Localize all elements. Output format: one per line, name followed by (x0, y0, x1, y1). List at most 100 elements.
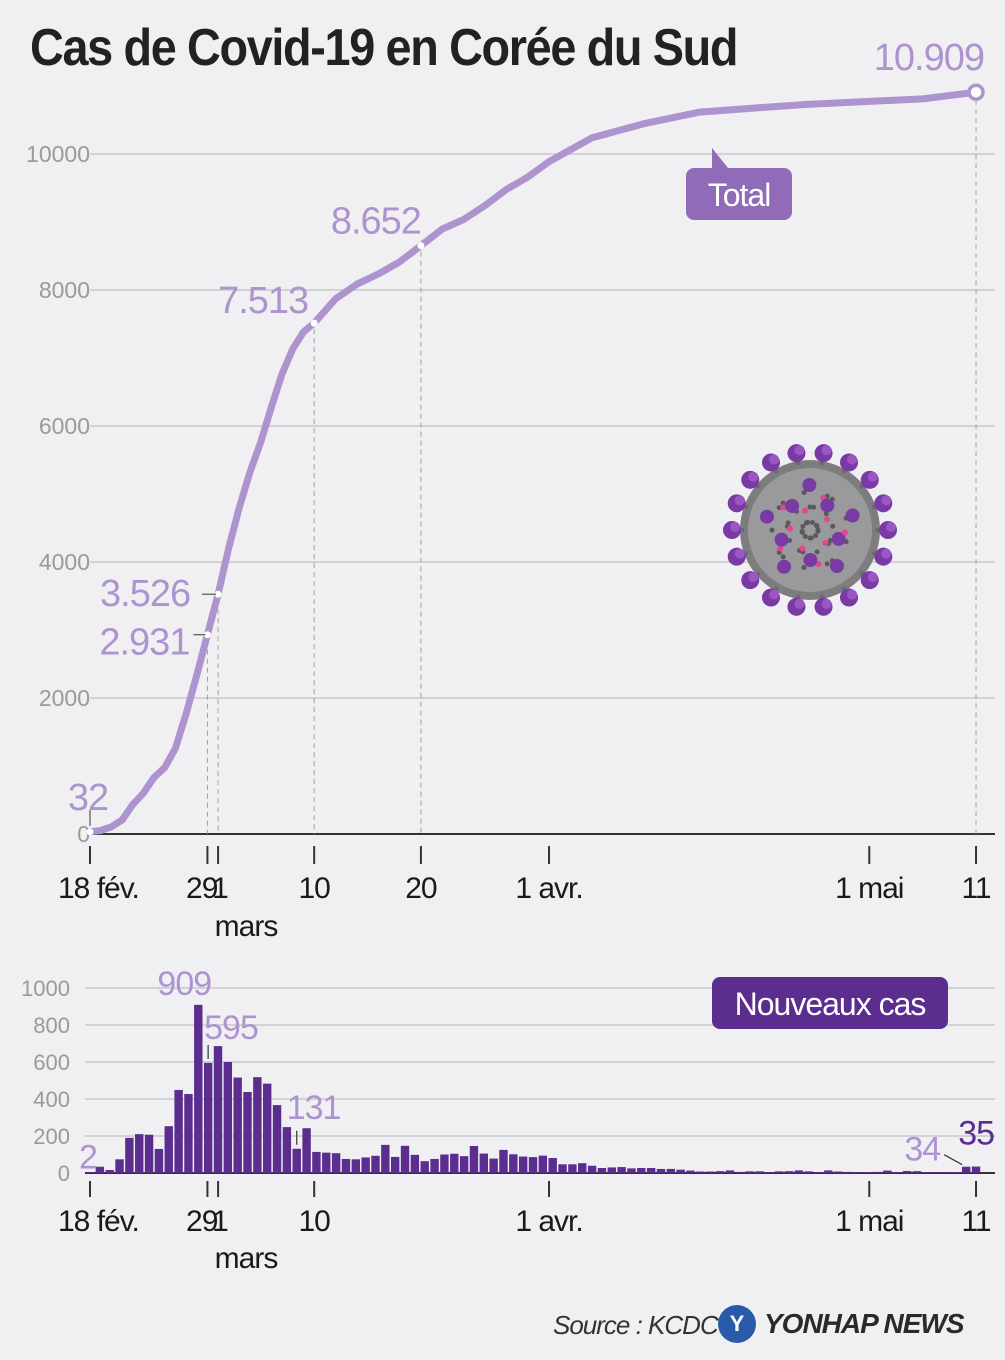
virus-spike-highlight (886, 522, 896, 532)
x-tick-label: 29 (186, 872, 218, 905)
line-chart-y-axis: 0 2000 4000 6000 8000 10000 (26, 141, 90, 847)
bar (125, 1137, 134, 1173)
virus-protein (799, 545, 806, 552)
virus-spike-highlight (769, 454, 779, 465)
virus-texture (780, 554, 786, 560)
bar (922, 1172, 932, 1173)
bar (263, 1083, 272, 1173)
bar (213, 1046, 223, 1173)
bar (548, 1158, 557, 1173)
virus-protein (822, 539, 829, 546)
bar (440, 1154, 449, 1173)
bar (637, 1168, 646, 1173)
virus-spike-highlight (867, 471, 878, 482)
bar (164, 1126, 173, 1173)
virus-texture (823, 511, 829, 517)
virus-spike (845, 508, 860, 523)
bar-chart-x-axis: 18 fév. 291 10 1 avr. 1 mai 11 mars (58, 1181, 992, 1275)
bar (863, 1172, 872, 1173)
bar (115, 1159, 124, 1173)
virus-texture (785, 520, 791, 526)
annotation-label: 34 (904, 1131, 940, 1169)
bar (322, 1152, 331, 1173)
bar (765, 1172, 774, 1173)
bar (203, 1062, 213, 1173)
total-legend-label: Total (708, 177, 771, 213)
bar (390, 1156, 400, 1173)
virus-texture (805, 519, 811, 525)
virus-texture (799, 528, 805, 534)
bar (774, 1171, 784, 1173)
x-tick-label: 18 fév. (58, 1205, 139, 1238)
virus-spike-highlight (734, 495, 745, 506)
bar (814, 1172, 823, 1173)
bar (469, 1145, 479, 1173)
virus-spike (802, 478, 817, 493)
virus-texture (813, 533, 819, 539)
bar (794, 1170, 804, 1173)
bar (430, 1158, 439, 1173)
data-point (86, 828, 94, 836)
bar (105, 1170, 114, 1173)
bar (666, 1168, 676, 1173)
bar (518, 1156, 528, 1173)
bar (331, 1153, 341, 1173)
bar (656, 1168, 666, 1173)
x-tick-label: 10 (298, 1205, 330, 1238)
bar (912, 1171, 922, 1173)
bar (253, 1077, 262, 1173)
new-cases-legend-label: Nouveaux cas (735, 986, 926, 1022)
total-legend-pill: Total (686, 148, 792, 220)
bar (154, 1148, 164, 1173)
x-tick-label: 29 (186, 1205, 218, 1238)
coronavirus-icon (723, 444, 897, 616)
line-chart-points (86, 83, 985, 836)
x-tick-label: 1 mai (835, 872, 903, 905)
bar (617, 1167, 626, 1173)
virus-spike-highlight (730, 522, 740, 532)
bar (499, 1149, 508, 1173)
bar (784, 1171, 794, 1173)
annotation-label: 32 (68, 777, 108, 819)
virus-texture (807, 535, 813, 541)
virus-texture (769, 527, 775, 533)
bar (381, 1144, 390, 1173)
bar (371, 1155, 380, 1173)
annotation-label: 595 (204, 1009, 258, 1047)
x-tick-label: 1 (212, 1205, 228, 1238)
virus-texture (809, 519, 815, 525)
virus-spike-highlight (794, 445, 805, 456)
bar (883, 1170, 892, 1173)
bar (459, 1156, 469, 1173)
annotation-label: 7.513 (218, 280, 308, 322)
virus-texture (814, 549, 820, 555)
bar (696, 1171, 705, 1173)
annotation-label: 8.652 (331, 201, 421, 243)
annotation-leader (943, 1154, 963, 1166)
bar (450, 1153, 459, 1173)
bar (135, 1134, 144, 1173)
virus-texture (801, 489, 807, 495)
data-point (967, 83, 985, 101)
annotation-label: 35 (958, 1115, 994, 1153)
bar (824, 1170, 833, 1173)
bar (184, 1094, 193, 1173)
bar (341, 1158, 351, 1173)
bar (400, 1145, 410, 1173)
virus-protein (823, 516, 830, 523)
y-tick-label: 0 (58, 1161, 70, 1186)
virus-spike (777, 559, 792, 574)
bar (715, 1171, 725, 1173)
bar (420, 1161, 429, 1173)
bar (607, 1167, 616, 1173)
bar (243, 1091, 252, 1173)
bar (233, 1077, 242, 1173)
bar (627, 1168, 636, 1173)
bar (174, 1089, 183, 1173)
annotation-label: 2.931 (99, 622, 189, 664)
line-chart-x-axis: 18 fév. 291 10 20 1 avr. 1 mai 11 mars (58, 846, 992, 943)
bar (272, 1105, 282, 1173)
virus-spike-highlight (821, 445, 832, 456)
brand-name: YONHAP NEWS (764, 1308, 965, 1339)
source-note: Source : KCDC (553, 1310, 719, 1340)
